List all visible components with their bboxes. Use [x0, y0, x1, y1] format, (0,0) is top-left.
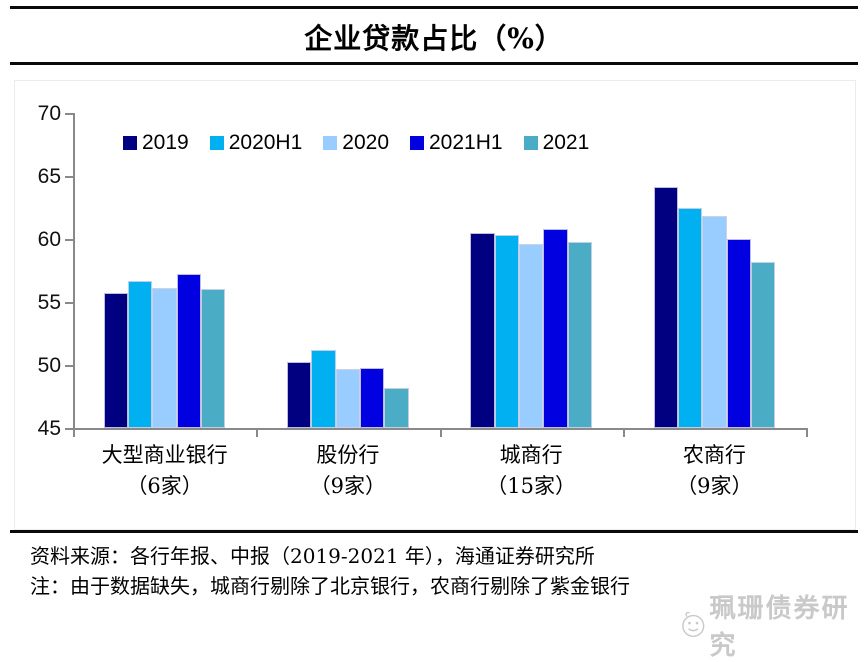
bar-2020H1	[677, 207, 703, 428]
legend-label: 2019	[142, 131, 189, 154]
bar-2019	[103, 293, 129, 428]
y-tick	[65, 428, 73, 430]
legend-swatch-icon	[410, 136, 424, 150]
legend-swatch-icon	[209, 136, 224, 150]
bar-2021	[201, 289, 226, 428]
y-tick-label: 55	[37, 291, 61, 314]
bar-2020H1	[494, 235, 519, 428]
x-tick	[256, 428, 259, 437]
bar-2020	[702, 216, 727, 428]
bar-2020H1	[311, 349, 336, 428]
page-title: 企业贷款占比（%）	[304, 22, 564, 55]
chart-legend: 2019 2020H1 2020 2021H1 2021	[123, 131, 610, 155]
bar-2020H1	[128, 280, 153, 428]
legend-swatch-icon	[323, 136, 338, 150]
legend-item-2019: 2019	[123, 131, 189, 155]
source-text: 资料来源：各行年报、中报（2019-2021 年），海通证券研究所	[30, 544, 595, 568]
y-tick-label: 50	[37, 354, 61, 377]
y-tick	[65, 239, 73, 241]
category-label: 大型商业银行 （6家）	[73, 440, 256, 502]
category-count: （9家）	[309, 474, 387, 498]
legend-label: 2021H1	[429, 131, 503, 154]
legend-label: 2020	[342, 131, 389, 154]
category-count: （15家）	[486, 474, 576, 498]
category-label: 股份行 （9家）	[256, 440, 439, 502]
bar-2019	[653, 187, 678, 428]
bar-2019	[470, 232, 495, 428]
category-label: 城商行 （15家）	[440, 440, 623, 502]
legend-swatch-icon	[123, 136, 137, 150]
category-count: （6家）	[126, 474, 203, 498]
note-text: 注：由于数据缺失，城商行剔除了北京银行，农商行剔除了紫金银行	[30, 574, 630, 598]
x-tick	[439, 428, 442, 437]
category-label: 农商行 （9家）	[623, 440, 806, 502]
bar-2019	[287, 362, 312, 428]
x-tick	[73, 428, 75, 437]
legend-label: 2020H1	[228, 131, 303, 154]
watermark: 珮珊债券研究	[681, 588, 868, 662]
x-tick	[622, 428, 625, 437]
y-tick	[65, 113, 73, 115]
bar-2021H1	[543, 228, 568, 428]
legend-swatch-icon	[523, 136, 538, 150]
x-tick	[806, 428, 808, 437]
bar-2021	[567, 241, 592, 428]
chart-area: 2019 2020H1 2020 2021H1 2021 45 50 55 60 65 70 大型商…	[14, 80, 856, 530]
y-tick-label: 60	[37, 228, 61, 251]
y-tick-label: 65	[37, 165, 61, 188]
watermark-text: 珮珊债券研究	[709, 594, 850, 661]
bottom-rule	[10, 530, 858, 533]
top-rule	[10, 6, 858, 9]
bar-2020	[335, 368, 361, 428]
bar-2021H1	[176, 274, 202, 428]
bar-2021H1	[360, 367, 385, 428]
y-tick	[65, 302, 73, 304]
y-tick-label: 70	[37, 102, 61, 125]
bar-2020	[152, 288, 177, 428]
bar-2020	[518, 244, 544, 428]
legend-item-2020H1: 2020H1	[209, 131, 303, 155]
bar-2021	[384, 387, 409, 428]
y-tick-label: 45	[37, 417, 61, 440]
title-rule	[10, 62, 858, 65]
legend-label: 2021	[542, 131, 590, 154]
bar-2021	[750, 261, 776, 428]
legend-item-2020: 2020	[323, 131, 389, 155]
category-name: 城商行	[499, 443, 563, 467]
legend-item-2021: 2021	[523, 131, 590, 155]
legend-item-2021H1: 2021H1	[410, 131, 503, 155]
y-tick	[65, 365, 73, 367]
bar-2021H1	[726, 239, 751, 428]
category-name: 大型商业银行	[101, 443, 228, 467]
category-count: （9家）	[676, 474, 753, 498]
category-name: 股份行	[316, 443, 380, 467]
y-tick	[65, 176, 73, 178]
category-name: 农商行	[682, 443, 746, 467]
y-axis	[73, 113, 75, 430]
